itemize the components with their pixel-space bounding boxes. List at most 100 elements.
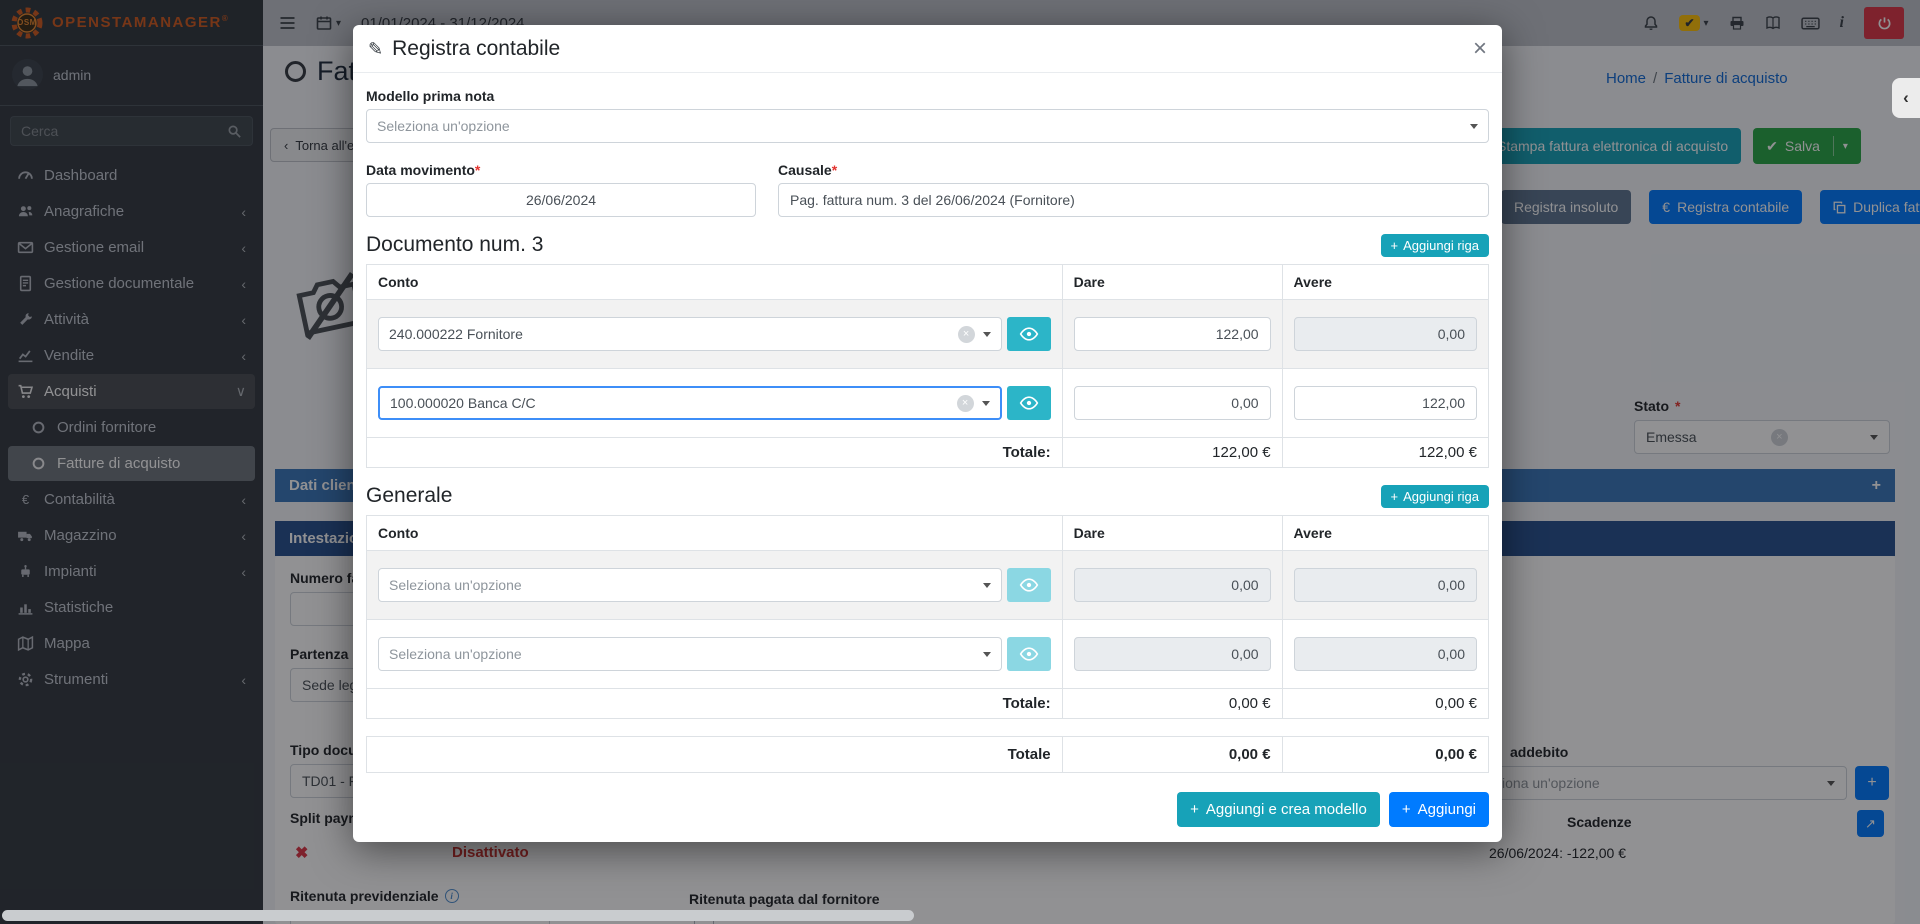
breadcrumb-home[interactable]: Home xyxy=(1606,70,1647,87)
chevron-down-icon xyxy=(982,582,991,588)
documento-table: Conto Dare Avere 240.000222 Fornitore × xyxy=(366,264,1490,468)
close-icon[interactable]: × xyxy=(1472,35,1487,62)
keyboard-shortcuts-icon[interactable] xyxy=(1800,16,1820,30)
pencil-icon: ✎ xyxy=(368,38,384,59)
plus-icon: + xyxy=(1190,801,1199,818)
clear-icon[interactable]: × xyxy=(1770,428,1788,446)
add-button[interactable]: + Aggiungi xyxy=(1388,792,1489,827)
dare-input[interactable] xyxy=(1073,386,1271,420)
sidebar-item-acquisti[interactable]: Acquisti ∨ xyxy=(8,374,255,409)
bar-chart-icon xyxy=(18,604,33,615)
sidebar-item-fatture-di-acquisto[interactable]: Fatture di acquisto xyxy=(8,446,255,481)
sidebar-item-strumenti[interactable]: Strumenti ‹ xyxy=(8,662,255,697)
add-and-create-model-button[interactable]: + Aggiungi e crea modello xyxy=(1177,792,1380,827)
conto-select[interactable]: 240.000222 Fornitore × xyxy=(378,317,1002,351)
chevron-left-icon: ‹ xyxy=(1903,88,1909,107)
todo-checks-dropdown[interactable]: ✔ ▾ xyxy=(1679,15,1709,31)
table-row: Seleziona un'opzione xyxy=(366,619,1490,689)
hamburger-menu-icon[interactable] xyxy=(279,16,296,30)
col-header-dare: Dare xyxy=(1061,515,1283,551)
col-header-avere: Avere xyxy=(1281,264,1490,300)
avere-input[interactable] xyxy=(1293,386,1477,420)
caret-down-icon: ▾ xyxy=(336,17,342,29)
conto-select[interactable]: Seleziona un'opzione xyxy=(378,637,1002,671)
circle-icon xyxy=(32,457,45,470)
modello-prima-nota-label: Modello prima nota xyxy=(366,88,495,104)
dare-input[interactable] xyxy=(1073,317,1271,351)
sidebar-item-contabilita[interactable]: € Contabilità ‹ xyxy=(8,482,255,517)
sidebar-item-ordini-fornitore[interactable]: Ordini fornitore xyxy=(8,410,255,445)
documento-heading: Documento num. 3 xyxy=(366,233,544,256)
add-row-button[interactable]: + Aggiungi riga xyxy=(1380,233,1489,257)
print-electronic-invoice-button[interactable]: Stampa fattura elettronica di acquisto xyxy=(1463,128,1742,164)
wrench-icon xyxy=(20,313,32,325)
chevron-left-icon: ‹ xyxy=(241,491,246,508)
calendar-icon[interactable]: ▾ xyxy=(316,15,341,31)
manual-book-icon[interactable] xyxy=(1765,15,1781,31)
tachometer-icon xyxy=(18,171,33,180)
registra-insoluto-button[interactable]: Registra insoluto xyxy=(1501,190,1632,224)
sidebar-menu: Dashboard Anagrafiche ‹ Gestione email ‹… xyxy=(0,150,263,706)
sidebar-item-anagrafiche[interactable]: Anagrafiche ‹ xyxy=(8,194,255,229)
modal-footer: + Aggiungi e crea modello + Aggiungi xyxy=(353,778,1502,842)
causale-input[interactable] xyxy=(778,183,1489,217)
brand[interactable]: OSM OpenSTAManager® xyxy=(0,0,263,46)
print-icon[interactable] xyxy=(1729,15,1745,31)
registra-contabile-button[interactable]: € Registra contabile xyxy=(1649,190,1803,224)
causale-label: Causale* xyxy=(778,162,838,178)
dare-input xyxy=(1073,637,1271,671)
breadcrumb: Home / Fatture di acquisto xyxy=(1606,70,1788,87)
user-panel[interactable]: admin xyxy=(0,46,263,106)
chevron-down-icon xyxy=(1869,434,1878,440)
totals-row: Totale: 122,00 € 122,00 € xyxy=(366,437,1490,468)
eye-icon xyxy=(1019,396,1038,410)
sidebar-item-gestione-email[interactable]: Gestione email ‹ xyxy=(8,230,255,265)
data-movimento-input[interactable] xyxy=(366,183,756,217)
clear-icon[interactable]: × xyxy=(957,325,975,343)
cross-icon[interactable]: ✖ xyxy=(295,845,309,862)
caret-down-icon: ▾ xyxy=(1703,17,1709,29)
conto-select[interactable]: 100.000020 Banca C/C × xyxy=(378,386,1002,420)
breadcrumb-current[interactable]: Fatture di acquisto xyxy=(1664,70,1788,87)
eye-button[interactable] xyxy=(1006,317,1051,351)
horizontal-scrollbar-thumb[interactable] xyxy=(2,910,914,921)
totale-dare: 0,00 € xyxy=(1061,688,1283,719)
info-icon[interactable]: i xyxy=(1839,14,1844,31)
search-input[interactable] xyxy=(10,116,217,146)
sidebar-search xyxy=(0,106,263,150)
chevron-left-icon: ‹ xyxy=(241,527,246,544)
cart-icon xyxy=(18,384,34,398)
circle-icon xyxy=(285,61,306,82)
sidebar-item-statistiche[interactable]: Statistiche xyxy=(8,590,255,625)
add-addebito-button[interactable]: + xyxy=(1855,766,1889,800)
sidebar-item-gestione-documentale[interactable]: Gestione documentale ‹ xyxy=(8,266,255,301)
scadenze-edit-button[interactable]: ↗ xyxy=(1857,810,1884,837)
split-payment-value: Disattivato xyxy=(452,844,529,861)
caret-down-icon: ▾ xyxy=(1842,140,1848,152)
duplica-fattura-button[interactable]: Duplica fattura xyxy=(1820,190,1920,224)
addebito-select[interactable]: Seleziona un'opzione xyxy=(1455,766,1847,800)
generale-heading: Generale xyxy=(366,484,453,507)
sidebar-item-magazzino[interactable]: Magazzino ‹ xyxy=(8,518,255,553)
modello-prima-nota-select[interactable]: Seleziona un'opzione xyxy=(366,109,1489,143)
info-circle-icon: i xyxy=(444,889,459,903)
totale-dare: 122,00 € xyxy=(1061,437,1283,468)
save-button[interactable]: ✔ Salva ▾ xyxy=(1753,128,1861,164)
sidebar-item-dashboard[interactable]: Dashboard xyxy=(8,158,255,193)
ritenuta-previdenziale-label: Ritenuta previdenziale i xyxy=(290,888,459,904)
sidebar-item-attivita[interactable]: Attività ‹ xyxy=(8,302,255,337)
plus-icon[interactable]: + xyxy=(1871,476,1881,494)
conto-select[interactable]: Seleziona un'opzione xyxy=(378,568,1002,602)
search-button[interactable] xyxy=(217,116,253,146)
logout-power-button[interactable] xyxy=(1864,7,1904,39)
totale-avere: 0,00 € xyxy=(1281,688,1490,719)
eye-button[interactable] xyxy=(1006,386,1051,420)
right-sidebar-toggle[interactable]: ‹ xyxy=(1892,78,1920,118)
sidebar-item-impianti[interactable]: Impianti ‹ xyxy=(8,554,255,589)
clear-icon[interactable]: × xyxy=(956,394,974,412)
add-row-button[interactable]: + Aggiungi riga xyxy=(1380,484,1489,508)
sidebar-item-mappa[interactable]: Mappa xyxy=(8,626,255,661)
sidebar-item-vendite[interactable]: Vendite ‹ xyxy=(8,338,255,373)
bell-icon[interactable] xyxy=(1643,15,1659,31)
stato-select[interactable]: Emessa × xyxy=(1634,420,1890,454)
